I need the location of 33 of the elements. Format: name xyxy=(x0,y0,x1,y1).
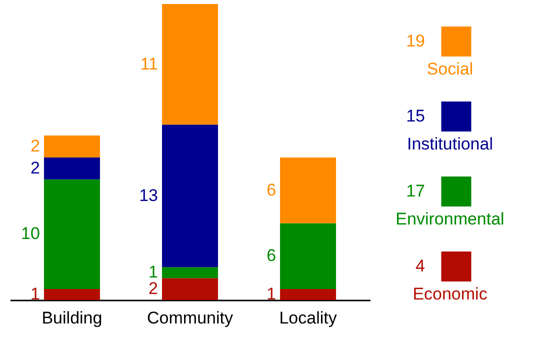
x-tick-label: Building xyxy=(42,308,102,328)
data-label: 2 xyxy=(148,279,158,298)
bar xyxy=(44,136,100,158)
data-label: 1 xyxy=(266,284,276,304)
legend-label: Economic xyxy=(412,284,488,304)
text: 4 xyxy=(416,256,425,276)
bar xyxy=(162,278,218,300)
data-label: 10 xyxy=(21,224,40,244)
bar xyxy=(44,179,100,290)
data-label: 1 xyxy=(30,284,40,304)
data-label: 6 xyxy=(266,246,276,266)
bar xyxy=(280,289,336,300)
legend-label: Institutional xyxy=(407,134,493,154)
data-label: 11 xyxy=(140,54,158,74)
data-label: 6 xyxy=(266,180,276,200)
legend-label: Environmental xyxy=(396,210,504,228)
bar xyxy=(44,289,100,300)
bar xyxy=(162,267,218,278)
text: 15 xyxy=(406,106,425,126)
data-label: 2 xyxy=(30,158,40,178)
data-label: 13 xyxy=(139,186,158,205)
bar xyxy=(44,157,100,180)
data-label: 2 xyxy=(30,136,40,156)
data-label: 1 xyxy=(148,262,158,282)
text: 17 xyxy=(406,182,425,200)
bar xyxy=(280,223,336,290)
bar xyxy=(162,124,218,268)
bar xyxy=(280,157,336,224)
legend-label: Social xyxy=(426,60,474,78)
text: 19 xyxy=(406,32,425,50)
x-tick-label: Locality xyxy=(279,308,338,328)
x-tick-label: Community xyxy=(147,308,234,328)
bar xyxy=(162,4,218,125)
